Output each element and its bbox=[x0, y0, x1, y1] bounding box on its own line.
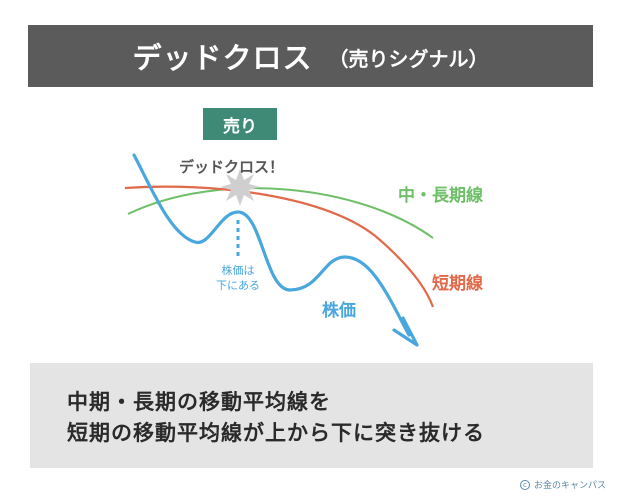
short-term-label: 短期線 bbox=[432, 273, 483, 294]
dead-cross-diagram: デッドクロス！ 中・長期線 短期線 株価 株価は 下にある bbox=[124, 153, 483, 347]
price-note-line1: 株価は bbox=[222, 263, 255, 277]
credit: c お金のキャンパス bbox=[519, 478, 606, 491]
price-arrow-head-icon bbox=[392, 316, 419, 347]
caption-line-1: 中期・長期の移動平均線を bbox=[67, 390, 331, 414]
mid-long-term-line bbox=[127, 187, 434, 239]
sell-badge: 売り bbox=[203, 108, 277, 140]
price-note-line2: 下にある bbox=[216, 279, 260, 292]
dead-cross-label: デッドクロス！ bbox=[179, 158, 284, 176]
title-bar: デッドクロス （売りシグナル） bbox=[28, 25, 593, 87]
title-main: デッドクロス bbox=[132, 41, 313, 75]
cross-burst-icon bbox=[220, 169, 260, 206]
credit-text: お金のキャンパス bbox=[533, 481, 606, 491]
mid-long-term-label: 中・長期線 bbox=[398, 185, 483, 206]
short-term-line bbox=[124, 185, 435, 308]
caption-line-2: 短期の移動平均線が上から下に突き抜ける bbox=[67, 421, 485, 445]
copyright-icon: c bbox=[519, 479, 530, 490]
stock-price-label: 株価 bbox=[322, 300, 356, 321]
caption-box: 中期・長期の移動平均線を 短期の移動平均線が上から下に突き抜ける bbox=[30, 363, 593, 468]
stock-price-line bbox=[132, 153, 411, 337]
title-subtitle: （売りシグナル） bbox=[328, 47, 489, 71]
